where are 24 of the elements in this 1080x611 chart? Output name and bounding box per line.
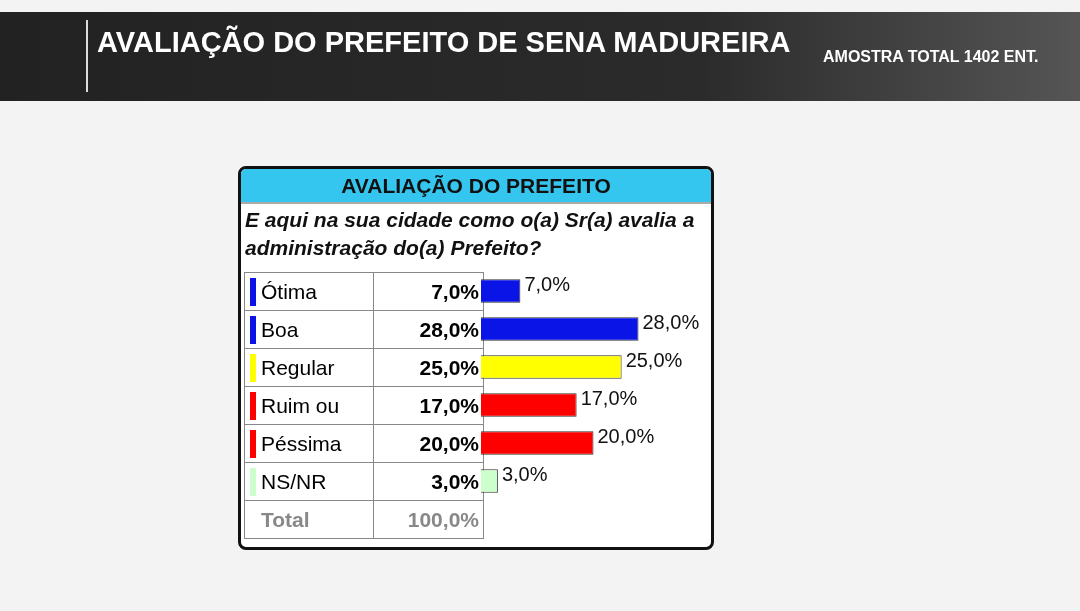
y-tick-label: NS/NR: [244, 462, 374, 501]
text: 100,0%: [373, 500, 484, 539]
data-label: 3,0%: [373, 462, 484, 501]
text: E aqui na sua cidade como o(a) Sr(a) avalia a administração do(a) Prefeito?: [244, 207, 696, 261]
y-tick-label: Ruim ou: [244, 386, 374, 425]
data-label: 17,0%: [373, 386, 484, 425]
text: 25,0%: [625, 348, 683, 371]
text: 3,0%: [501, 462, 548, 485]
y-tick-label: Boa: [244, 310, 374, 349]
data-label: 28,0%: [373, 310, 484, 349]
data-label: 7,0%: [373, 272, 484, 311]
text: 7,0%: [524, 272, 570, 295]
data-label: 20,0%: [373, 424, 484, 463]
text: 17,0%: [580, 386, 638, 409]
y-tick-label: Ótima: [244, 272, 374, 311]
text: 20,0%: [597, 424, 655, 447]
data-label: 25,0%: [373, 348, 484, 387]
y-tick-label: Regular: [244, 348, 374, 387]
text: Total: [244, 500, 374, 539]
y-tick-label: Péssima: [244, 424, 374, 463]
text: AVALIAÇÃO DO PREFEITO: [241, 169, 711, 204]
chart-title: AVALIAÇÃO DO PREFEITO DE SENA MADUREIRA: [97, 26, 791, 59]
text: 28,0%: [642, 310, 700, 333]
text: AMOSTRA TOTAL 1402 ENT.: [823, 48, 1039, 66]
